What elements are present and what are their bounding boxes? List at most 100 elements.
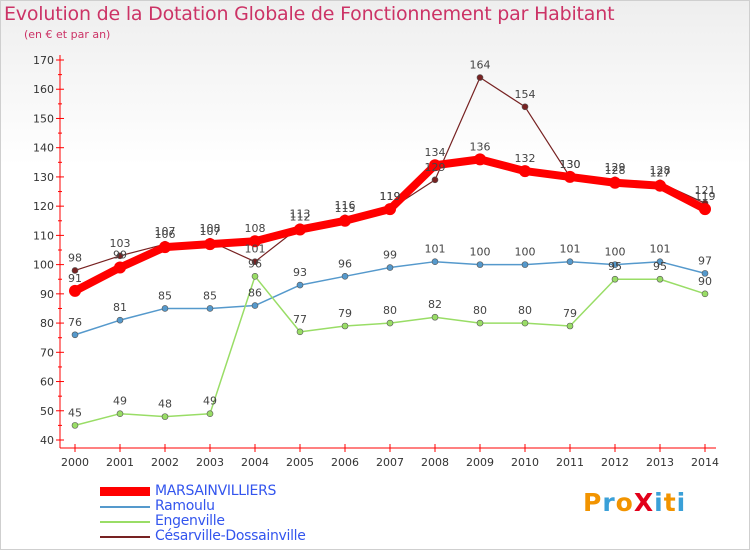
series-marsainvilliers-data-label: 115: [335, 202, 356, 215]
series-engenville-data-label: 80: [518, 304, 532, 317]
series-ramoulu-data-label: 100: [470, 246, 491, 259]
proxiti-logo: ProXiti: [583, 488, 686, 517]
series-ramoulu-point: [206, 305, 214, 312]
legend-swatch-engenville: [100, 521, 150, 523]
series-marsainvilliers-point: [114, 261, 126, 274]
series-ramoulu-data-label: 100: [515, 246, 536, 259]
series-ramoulu-point: [611, 261, 619, 268]
legend-label-marsainvilliers: MARSAINVILLIERS: [155, 483, 277, 499]
series-ramoulu-point: [341, 273, 349, 280]
series-marsainvilliers-data-label: 112: [290, 211, 311, 224]
series-engenville-data-label: 96: [248, 257, 262, 270]
series-engenville-point: [251, 273, 259, 280]
series-ramoulu-point: [251, 302, 259, 309]
y-tick-label: 120: [33, 200, 54, 213]
logo-letter: X: [633, 488, 655, 517]
x-tick-label: 2005: [286, 456, 314, 469]
y-tick-label: 80: [40, 317, 54, 330]
series-cesarville-dossainville-data-label: 108: [200, 222, 221, 235]
series-engenville-data-label: 80: [383, 304, 397, 317]
series-ramoulu-point: [656, 258, 664, 265]
series-marsainvilliers-point: [249, 235, 261, 248]
legend-item-marsainvilliers: MARSAINVILLIERS: [100, 484, 400, 499]
series-engenville-point: [566, 322, 574, 330]
series-cesarville-dossainville-data-label: 107: [155, 225, 176, 238]
series-engenville-data-label: 45: [68, 406, 82, 419]
series-cesarville-dossainville-point: [71, 267, 79, 274]
series-cesarville-dossainville-data-label: 128: [650, 164, 671, 177]
legend-item-engenville: Engenville: [100, 514, 400, 529]
x-tick-label: 2010: [511, 456, 539, 469]
series-engenville-point: [71, 422, 79, 429]
series-ramoulu-data-label: 76: [68, 316, 82, 329]
series-ramoulu-data-label: 96: [338, 257, 352, 270]
series-engenville-data-label: 82: [428, 298, 442, 311]
y-tick-label: 50: [40, 405, 54, 418]
series-ramoulu-point: [161, 305, 169, 312]
series-marsainvilliers-data-label: 130: [560, 158, 581, 171]
series-ramoulu-data-label: 97: [698, 254, 712, 267]
logo-letter: o: [615, 488, 634, 517]
series-cesarville-dossainville-data-label: 116: [335, 199, 356, 212]
series-engenville-data-label: 90: [698, 275, 712, 288]
y-tick-label: 60: [40, 376, 54, 389]
series-marsainvilliers-data-label: 108: [245, 222, 266, 235]
series-engenville-point: [431, 313, 439, 321]
series-cesarville-dossainville-point: [476, 74, 484, 81]
series-ramoulu-point: [476, 261, 484, 268]
x-tick-label: 2008: [421, 456, 449, 469]
x-tick-label: 2013: [646, 456, 674, 469]
series-marsainvilliers-data-label: 119: [380, 190, 401, 203]
x-tick-label: 2009: [466, 456, 494, 469]
legend-item-cesarville-dossainville: Césarville-Dossainville: [100, 529, 400, 544]
series-cesarville-dossainville-data-label: 154: [515, 88, 536, 101]
series-cesarville-dossainville-point: [116, 252, 124, 260]
series-engenville-point: [701, 290, 709, 298]
x-tick-label: 2002: [151, 456, 179, 469]
series-ramoulu-data-label: 85: [203, 289, 217, 302]
series-marsainvilliers-point: [69, 284, 81, 297]
y-tick-label: 40: [40, 434, 54, 447]
series-engenville-data-label: 48: [158, 398, 172, 411]
series-ramoulu-point: [71, 331, 79, 339]
series-engenville-data-label: 95: [608, 260, 622, 273]
series-marsainvilliers-point: [294, 223, 306, 236]
x-tick-label: 2001: [106, 456, 134, 469]
series-cesarville-dossainville-data-label: 101: [245, 243, 266, 256]
series-engenville-point: [296, 328, 304, 336]
series-engenville-data-label: 79: [338, 307, 352, 320]
x-tick-label: 2000: [61, 456, 89, 469]
series-marsainvilliers-point: [699, 203, 711, 216]
series-ramoulu-point: [431, 258, 439, 265]
logo-letter: i: [676, 488, 687, 517]
series-marsainvilliers-data-label: 127: [650, 167, 671, 180]
series-ramoulu-data-label: 81: [113, 301, 127, 314]
series-ramoulu-data-label: 101: [560, 243, 581, 256]
series-engenville-point: [386, 319, 394, 327]
series-marsainvilliers-point: [204, 238, 216, 251]
series-engenville-data-label: 95: [653, 260, 667, 273]
series-engenville-point: [206, 410, 214, 417]
series-ramoulu-data-label: 86: [248, 287, 262, 300]
legend-swatch-cesarville-dossainville: [100, 536, 150, 538]
chart-title: Evolution de la Dotation Globale de Fonc…: [4, 3, 615, 25]
series-ramoulu-point: [521, 261, 529, 268]
series-ramoulu-data-label: 101: [425, 243, 446, 256]
series-cesarville-dossainville-point: [431, 176, 439, 184]
y-tick-label: 170: [33, 54, 54, 67]
legend-swatch-ramoulu: [100, 506, 150, 508]
x-tick-label: 2004: [241, 456, 269, 469]
series-marsainvilliers-data-label: 136: [470, 140, 491, 153]
series-cesarville-dossainville-point: [251, 258, 259, 265]
series-ramoulu-data-label: 93: [293, 266, 307, 279]
series-engenville-point: [116, 410, 124, 417]
series-ramoulu-point: [701, 270, 709, 277]
legend-label-cesarville-dossainville: Césarville-Dossainville: [155, 528, 306, 544]
legend-swatch-marsainvilliers: [100, 487, 150, 496]
series-marsainvilliers-point: [609, 176, 621, 189]
series-marsainvilliers-point: [474, 153, 486, 166]
series-engenville-data-label: 49: [203, 395, 217, 408]
logo-letter: i: [654, 488, 664, 517]
series-marsainvilliers-point: [654, 179, 666, 192]
